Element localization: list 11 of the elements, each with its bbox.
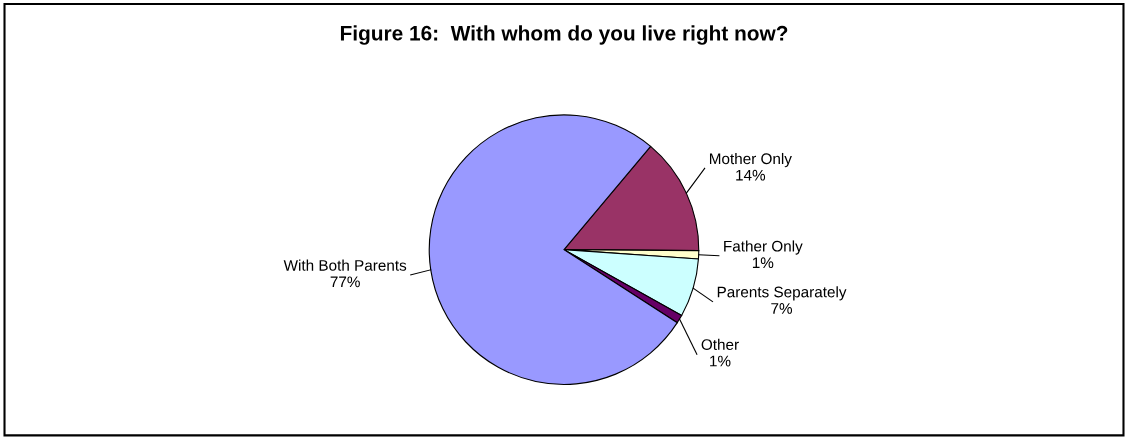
- data-label: 7%: [771, 303, 793, 314]
- slice-label: Other: [701, 338, 739, 351]
- data-label: 77%: [330, 276, 360, 288]
- data-label: 1%: [752, 257, 774, 269]
- slice-label: With Both Parents: [283, 259, 407, 271]
- slice-label: Father Only: [724, 240, 803, 255]
- slice-label: Parents Separately: [717, 286, 847, 301]
- chart-title: Figure 16: With whom do you live right now?: [340, 25, 788, 45]
- data-label: 1%: [710, 355, 731, 367]
- slice-label: Mother Only: [709, 152, 792, 168]
- data-label: 14%: [736, 169, 766, 181]
